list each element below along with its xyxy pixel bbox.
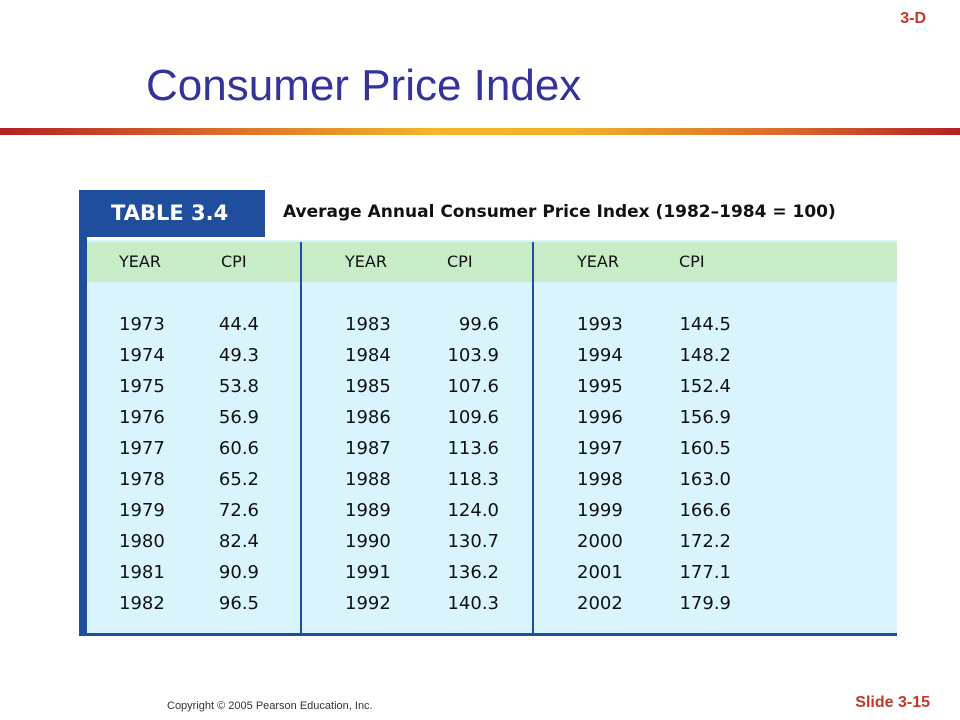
- column-header-cpi: CPI: [221, 252, 247, 271]
- table-caption: Average Annual Consumer Price Index (198…: [283, 202, 836, 222]
- year-cell: 1980: [119, 531, 165, 552]
- cpi-cell: 140.3: [447, 593, 499, 614]
- year-cell: 2002: [577, 593, 623, 614]
- cpi-cell: 72.6: [218, 500, 259, 521]
- cpi-cell: 99.6: [458, 314, 499, 335]
- year-cell: 1983: [345, 314, 391, 335]
- cpi-cell: 177.1: [679, 562, 731, 583]
- cpi-cell: 90.9: [218, 562, 259, 583]
- cpi-cell: 56.9: [218, 407, 259, 428]
- year-cell: 1991: [345, 562, 391, 583]
- cpi-cell: 82.4: [218, 531, 259, 552]
- cpi-cell: 160.5: [679, 438, 731, 459]
- cpi-cell: 103.9: [447, 345, 499, 366]
- title-divider: [0, 128, 960, 135]
- cpi-cell: 109.6: [447, 407, 499, 428]
- year-cell: 1984: [345, 345, 391, 366]
- year-cell: 1994: [577, 345, 623, 366]
- year-cell: 2001: [577, 562, 623, 583]
- year-cell: 1985: [345, 376, 391, 397]
- cpi-cell: 130.7: [447, 531, 499, 552]
- year-cell: 1988: [345, 469, 391, 490]
- cpi-cell: 44.4: [218, 314, 259, 335]
- column-header-band: [87, 242, 897, 282]
- cpi-cell: 172.2: [679, 531, 731, 552]
- cpi-table: TABLE 3.4 Average Annual Consumer Price …: [79, 190, 897, 636]
- year-cell: 1998: [577, 469, 623, 490]
- cpi-cell: 113.6: [447, 438, 499, 459]
- column-header-year: YEAR: [345, 252, 387, 271]
- cpi-cell: 65.2: [218, 469, 259, 490]
- year-cell: 1989: [345, 500, 391, 521]
- year-cell: 1975: [119, 376, 165, 397]
- year-cell: 1992: [345, 593, 391, 614]
- cpi-cell: 156.9: [679, 407, 731, 428]
- column-divider: [300, 242, 302, 633]
- year-cell: 1990: [345, 531, 391, 552]
- year-cell: 1993: [577, 314, 623, 335]
- year-cell: 1981: [119, 562, 165, 583]
- cpi-cell: 179.9: [679, 593, 731, 614]
- cpi-cell: 166.6: [679, 500, 731, 521]
- column-divider: [532, 242, 534, 633]
- cpi-cell: 144.5: [679, 314, 731, 335]
- cpi-cell: 148.2: [679, 345, 731, 366]
- year-cell: 1987: [345, 438, 391, 459]
- year-cell: 1976: [119, 407, 165, 428]
- year-cell: 1977: [119, 438, 165, 459]
- slide-number: Slide 3-15: [855, 694, 930, 711]
- cpi-cell: 124.0: [447, 500, 499, 521]
- year-cell: 1978: [119, 469, 165, 490]
- cpi-cell: 118.3: [447, 469, 499, 490]
- year-cell: 2000: [577, 531, 623, 552]
- cpi-cell: 136.2: [447, 562, 499, 583]
- year-cell: 1986: [345, 407, 391, 428]
- column-header-year: YEAR: [577, 252, 619, 271]
- column-header-cpi: CPI: [447, 252, 473, 271]
- slide-section-code: 3-D: [900, 10, 926, 27]
- cpi-cell: 96.5: [218, 593, 259, 614]
- cpi-cell: 49.3: [218, 345, 259, 366]
- year-cell: 1974: [119, 345, 165, 366]
- year-cell: 1979: [119, 500, 165, 521]
- year-cell: 1996: [577, 407, 623, 428]
- column-header-cpi: CPI: [679, 252, 705, 271]
- copyright-notice: Copyright © 2005 Pearson Education, Inc.: [167, 700, 373, 712]
- year-cell: 1999: [577, 500, 623, 521]
- slide-title: Consumer Price Index: [146, 61, 582, 110]
- cpi-cell: 152.4: [679, 376, 731, 397]
- year-cell: 1982: [119, 593, 165, 614]
- cpi-cell: 163.0: [679, 469, 731, 490]
- cpi-cell: 53.8: [218, 376, 259, 397]
- year-cell: 1997: [577, 438, 623, 459]
- column-header-year: YEAR: [119, 252, 161, 271]
- year-cell: 1973: [119, 314, 165, 335]
- table-label: TABLE 3.4: [87, 190, 265, 237]
- table-header: TABLE 3.4 Average Annual Consumer Price …: [87, 190, 897, 240]
- year-cell: 1995: [577, 376, 623, 397]
- cpi-cell: 107.6: [447, 376, 499, 397]
- cpi-cell: 60.6: [218, 438, 259, 459]
